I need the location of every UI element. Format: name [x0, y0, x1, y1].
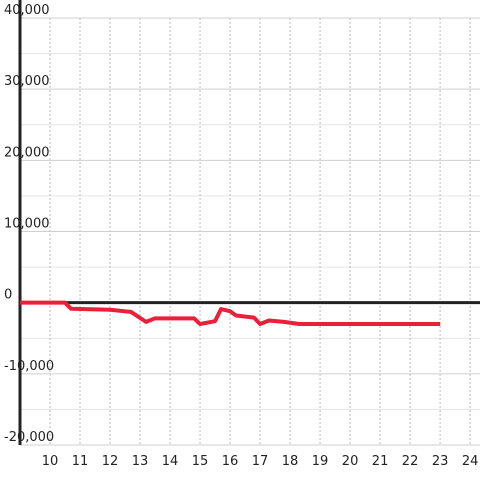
x-tick-label: 16 — [222, 454, 239, 469]
x-tick-label: 10 — [42, 454, 59, 469]
y-tick-label: -10,000 — [4, 359, 54, 374]
x-tick-label: 23 — [432, 454, 449, 469]
x-tick-label: 22 — [402, 454, 419, 469]
x-tick-label: 18 — [282, 454, 299, 469]
x-tick-label: 13 — [132, 454, 149, 469]
y-tick-label: 10,000 — [4, 217, 50, 232]
x-tick-label: 19 — [312, 454, 329, 469]
x-tick-label: 12 — [102, 454, 119, 469]
x-tick-label: 11 — [72, 454, 89, 469]
y-tick-label: -20,000 — [4, 430, 54, 445]
x-tick-label: 14 — [162, 454, 179, 469]
x-tick-label: 20 — [342, 454, 359, 469]
y-tick-label: 30,000 — [4, 74, 50, 89]
x-tick-label: 21 — [372, 454, 389, 469]
x-tick-label: 24 — [462, 454, 479, 469]
x-tick-label: 15 — [192, 454, 209, 469]
data-line — [20, 300, 441, 327]
y-tick-label: 0 — [4, 288, 12, 303]
y-tick-label: 40,000 — [4, 3, 50, 18]
y-tick-label: 20,000 — [4, 145, 50, 160]
x-tick-label: 17 — [252, 454, 269, 469]
